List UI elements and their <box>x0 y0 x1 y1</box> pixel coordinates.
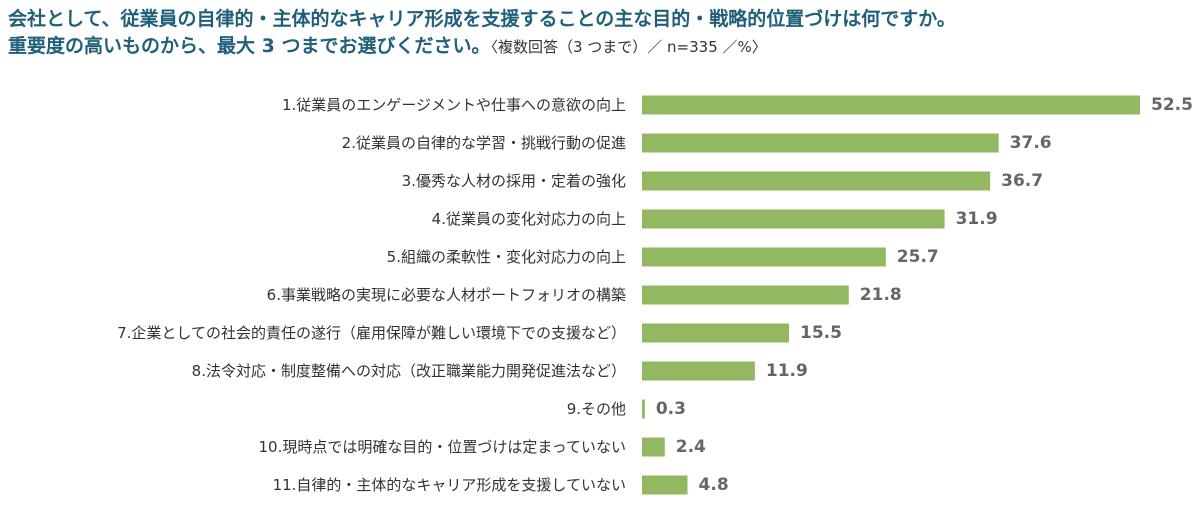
value-label: 31.9 <box>956 209 998 229</box>
value-label: 11.9 <box>766 361 808 381</box>
bars-group: 1.従業員のエンゲージメントや仕事への意欲の向上 52.5 2.従業員の自律的な学習… <box>117 95 1193 495</box>
title-line-1: 会社として、従業員の自律的・主体的なキャリア形成を支援することの主な目的・戦略的… <box>8 8 956 30</box>
category-label: 6.事業戦略の実現に必要な人材ポートフォリオの構築 <box>267 286 626 304</box>
bar <box>642 95 1140 115</box>
bar <box>642 399 645 419</box>
value-label: 36.7 <box>1001 171 1043 191</box>
category-label: 11.自律的・主体的なキャリア形成を支援していない <box>273 476 626 494</box>
bar <box>642 475 688 495</box>
value-label: 4.8 <box>699 475 729 495</box>
category-label: 2.従業員の自律的な学習・挑戦行動の促進 <box>342 134 626 152</box>
category-label: 10.現時点では明確な目的・位置づけは定まっていない <box>258 438 626 456</box>
title-line-2: 重要度の高いものから、最大 3 つまでお選びください。〈複数回答（3 つまで）／… <box>8 33 1188 61</box>
bar <box>642 171 991 191</box>
chart-title: 会社として、従業員の自律的・主体的なキャリア形成を支援することの主な目的・戦略的… <box>8 6 1188 61</box>
bar <box>642 361 755 381</box>
category-label: 8.法令対応・制度整備への対応（改正職業能力開発促進法など） <box>192 362 626 380</box>
category-label: 5.組織の柔軟性・変化対応力の向上 <box>387 248 626 266</box>
category-label: 4.従業員の変化対応力の向上 <box>432 210 626 228</box>
bar <box>642 209 945 229</box>
value-label: 52.5 <box>1151 95 1193 115</box>
title-line-2-text: 重要度の高いものから、最大 3 つまでお選びください。 <box>8 35 491 57</box>
bar <box>642 323 790 343</box>
bar <box>642 247 886 267</box>
bar <box>642 285 849 305</box>
value-label: 15.5 <box>800 323 842 343</box>
value-label: 0.3 <box>656 399 686 419</box>
value-label: 25.7 <box>897 247 939 267</box>
bar <box>642 437 665 457</box>
value-label: 2.4 <box>676 437 706 457</box>
bar-chart: 1.従業員のエンゲージメントや仕事への意欲の向上 52.5 2.従業員の自律的な学習… <box>117 95 1193 495</box>
category-label: 3.優秀な人材の採用・定着の強化 <box>402 172 626 190</box>
category-label: 9.その他 <box>567 400 626 418</box>
category-label: 7.企業としての社会的責任の遂行（雇用保障が難しい環境下での支援など） <box>117 324 626 342</box>
value-label: 37.6 <box>1010 133 1052 153</box>
category-label: 1.従業員のエンゲージメントや仕事への意欲の向上 <box>282 96 626 114</box>
bar <box>642 133 999 153</box>
title-note: 〈複数回答（3 つまで）／ n=335 ／%〉 <box>490 38 767 56</box>
value-label: 21.8 <box>860 285 902 305</box>
